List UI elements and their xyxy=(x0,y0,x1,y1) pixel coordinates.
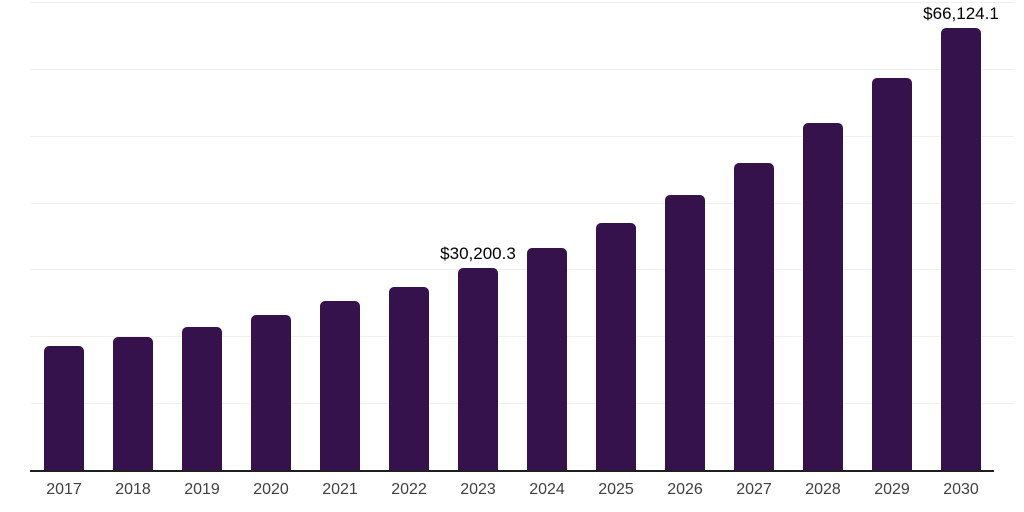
bar xyxy=(872,78,912,470)
bar xyxy=(527,248,567,470)
bar-column xyxy=(182,326,222,470)
bar-column: $30,200.3 xyxy=(440,245,516,470)
x-tick-label: 2021 xyxy=(322,481,358,498)
x-tick-label: 2026 xyxy=(667,481,703,498)
x-tick-label: 2018 xyxy=(115,481,151,498)
gridline xyxy=(30,135,1014,137)
bar-column xyxy=(44,345,84,470)
bar xyxy=(251,314,291,470)
bar-column xyxy=(251,314,291,470)
x-tick-label: 2025 xyxy=(598,481,634,498)
x-axis-line xyxy=(30,470,994,472)
bar-column xyxy=(389,286,429,470)
bar xyxy=(113,337,153,470)
x-axis-labels: 2017 2018 2019 2020 2021 2022 2023 2024 2025 2026… xyxy=(30,480,1014,500)
x-tick-label: 2019 xyxy=(184,481,220,498)
bars: $30,200.3 $66,124.1 xyxy=(30,0,1014,470)
x-tick-label: 2027 xyxy=(736,481,772,498)
bar xyxy=(941,27,981,470)
bar-column xyxy=(596,223,636,470)
gridline xyxy=(30,269,1014,271)
gridline xyxy=(30,68,1014,70)
bar-column xyxy=(872,78,912,470)
gridline xyxy=(30,202,1014,204)
bar xyxy=(458,268,498,470)
x-tick-label: 2024 xyxy=(529,481,565,498)
plot-area: $30,200.3 $66,124.1 xyxy=(30,0,1014,470)
x-tick-label: 2029 xyxy=(874,481,910,498)
x-tick-label: 2028 xyxy=(805,481,841,498)
x-tick-label: 2022 xyxy=(391,481,427,498)
bar-column xyxy=(734,162,774,470)
bar xyxy=(665,195,705,470)
gridline xyxy=(30,336,1014,338)
bar xyxy=(320,300,360,470)
bar-value-label: $30,200.3 xyxy=(440,244,516,264)
x-tick-label: 2017 xyxy=(46,481,82,498)
bar-column xyxy=(320,300,360,470)
bar xyxy=(803,123,843,470)
x-tick-label: 2020 xyxy=(253,481,289,498)
bar xyxy=(596,223,636,470)
bar xyxy=(389,286,429,470)
bar-column xyxy=(803,123,843,470)
bar xyxy=(734,162,774,470)
bar-column: $66,124.1 xyxy=(923,5,999,470)
bar-value-label: $66,124.1 xyxy=(923,3,999,23)
bar-column xyxy=(113,337,153,470)
bar xyxy=(44,345,84,470)
x-tick-label: 2030 xyxy=(943,481,979,498)
x-tick-label: 2023 xyxy=(460,481,496,498)
bar-column xyxy=(665,195,705,470)
gridline xyxy=(30,2,1014,3)
gridline xyxy=(30,403,1014,405)
bar-column xyxy=(527,248,567,470)
bar xyxy=(182,326,222,470)
